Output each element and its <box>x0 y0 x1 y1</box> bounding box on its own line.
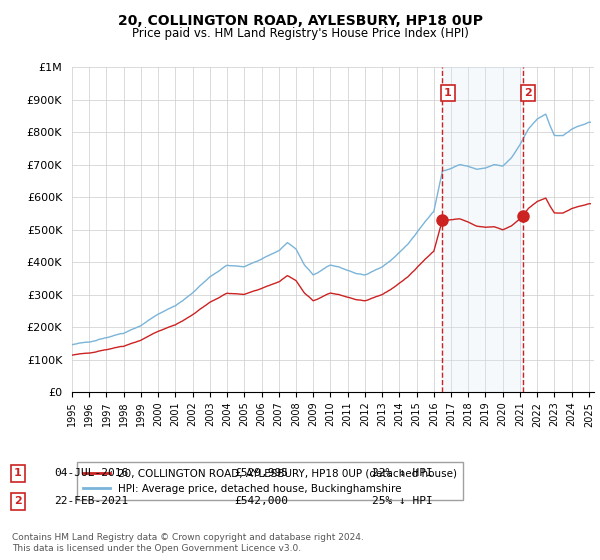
Text: 22-FEB-2021: 22-FEB-2021 <box>54 496 128 506</box>
Text: Contains HM Land Registry data © Crown copyright and database right 2024.
This d: Contains HM Land Registry data © Crown c… <box>12 533 364 553</box>
Text: 2: 2 <box>14 496 22 506</box>
Text: 1: 1 <box>14 468 22 478</box>
Legend: 20, COLLINGTON ROAD, AYLESBURY, HP18 0UP (detached house), HPI: Average price, d: 20, COLLINGTON ROAD, AYLESBURY, HP18 0UP… <box>77 462 463 500</box>
Text: 20, COLLINGTON ROAD, AYLESBURY, HP18 0UP: 20, COLLINGTON ROAD, AYLESBURY, HP18 0UP <box>118 14 482 28</box>
Bar <box>442 67 523 392</box>
Text: £529,995: £529,995 <box>234 468 288 478</box>
Text: 2: 2 <box>524 88 532 98</box>
Text: Price paid vs. HM Land Registry's House Price Index (HPI): Price paid vs. HM Land Registry's House … <box>131 27 469 40</box>
Text: 25% ↓ HPI: 25% ↓ HPI <box>372 496 433 506</box>
Text: 04-JUL-2016: 04-JUL-2016 <box>54 468 128 478</box>
Text: 1: 1 <box>444 88 452 98</box>
Text: £542,000: £542,000 <box>234 496 288 506</box>
Text: 22% ↓ HPI: 22% ↓ HPI <box>372 468 433 478</box>
